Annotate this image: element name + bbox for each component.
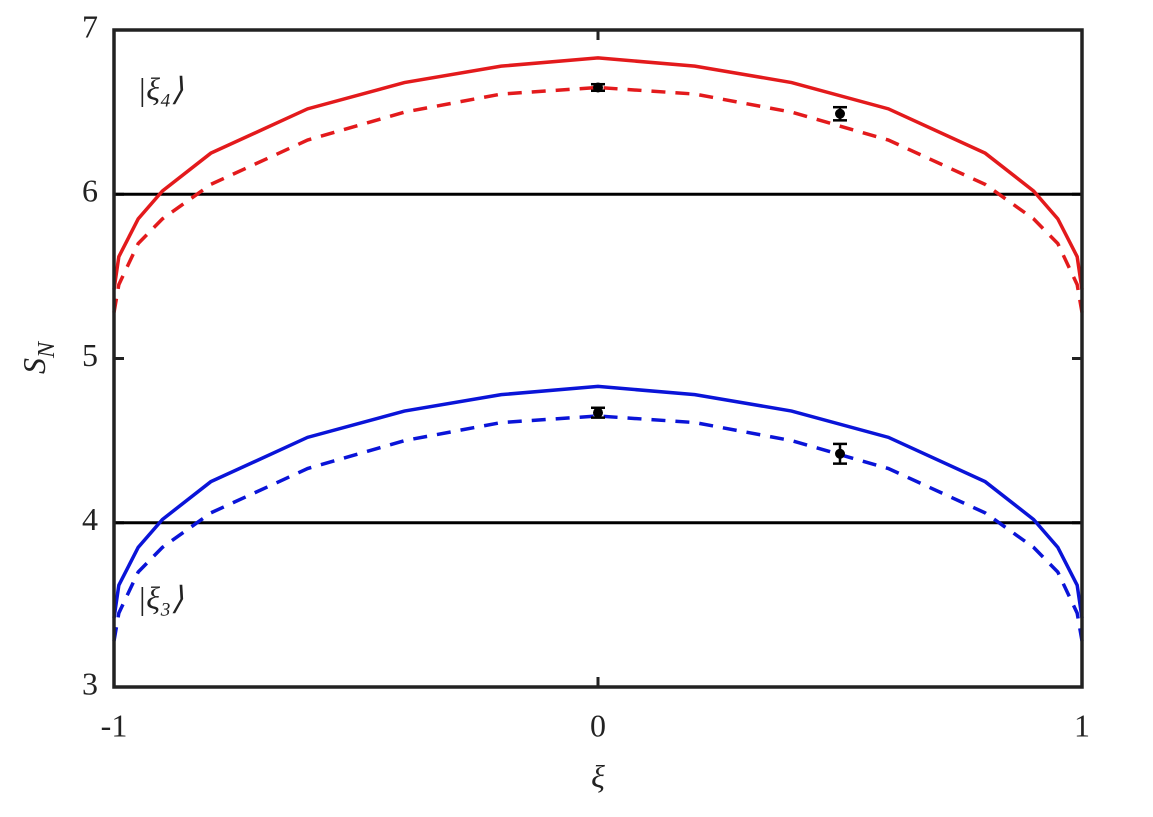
y-tick-label: 5: [82, 337, 98, 373]
curve: [112, 414, 1084, 642]
data-point: [835, 448, 845, 459]
y-label-sub: N: [34, 340, 60, 359]
curve: [112, 85, 1084, 313]
x-tick-label: 0: [590, 707, 606, 743]
annotation: |ξ₄⟩: [137, 71, 184, 107]
data-point: [835, 108, 845, 119]
y-tick-label: 4: [82, 501, 98, 537]
y-tick-label: 7: [82, 8, 98, 44]
data-point: [593, 82, 603, 93]
data-point: [593, 407, 603, 418]
y-axis-label: SN: [16, 340, 59, 374]
plot-frame: [112, 28, 1084, 689]
x-tick-label: 1: [1074, 707, 1090, 743]
annotation: |ξ₃⟩: [137, 580, 184, 616]
y-tick-label: 6: [82, 173, 98, 209]
y-tick-label: 3: [82, 665, 98, 701]
x-axis-label: ξ: [591, 758, 605, 794]
curve: [112, 384, 1084, 619]
y-label-main: S: [16, 358, 52, 374]
curve: [112, 56, 1084, 290]
x-tick-label: -1: [101, 707, 128, 743]
